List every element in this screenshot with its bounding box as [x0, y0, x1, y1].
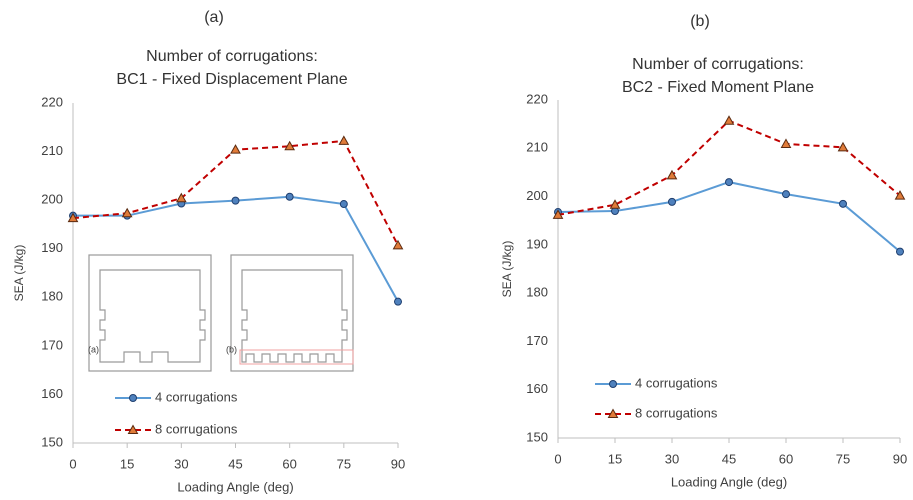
- x-tick-label: 15: [120, 456, 134, 471]
- data-point: [230, 144, 241, 154]
- data-point: [837, 141, 849, 152]
- data-point: [121, 207, 133, 218]
- data-point: [338, 135, 350, 145]
- x-tick-label: 90: [893, 451, 907, 466]
- legend-marker: [129, 394, 137, 402]
- y-tick-label: 210: [41, 143, 63, 158]
- legend-marker: [607, 408, 619, 418]
- series-line: [557, 181, 901, 253]
- inset-label: (a): [88, 344, 99, 354]
- x-tick-label: 60: [282, 456, 296, 471]
- series-line: [72, 139, 399, 246]
- y-tick-label: 220: [41, 94, 63, 109]
- data-point: [668, 197, 676, 206]
- y-tick-label: 200: [41, 192, 63, 207]
- y-tick-label: 210: [526, 140, 548, 155]
- y-tick-label: 150: [526, 429, 548, 444]
- chart-title: Number of corrugations:: [146, 48, 318, 65]
- legend-label: 4 corrugations: [155, 389, 238, 404]
- x-tick-label: 60: [779, 451, 793, 466]
- y-tick-label: 150: [41, 434, 63, 449]
- data-point: [285, 192, 294, 201]
- y-axis-label: SEA (J/kg): [12, 245, 26, 302]
- data-point: [723, 115, 735, 125]
- data-point: [67, 212, 79, 223]
- y-tick-label: 160: [526, 381, 548, 396]
- inset-section: [241, 269, 348, 363]
- x-tick-label: 90: [391, 456, 405, 471]
- data-point: [896, 247, 904, 256]
- inset-section: [99, 269, 206, 363]
- series-line: [73, 195, 399, 303]
- x-axis-label: Loading Angle (deg): [177, 479, 293, 494]
- legend-label: 4 corrugations: [635, 375, 718, 390]
- data-point: [839, 199, 847, 208]
- data-point: [175, 192, 187, 203]
- x-tick-label: 45: [228, 456, 242, 471]
- data-point: [894, 190, 906, 200]
- legend-marker: [609, 380, 617, 388]
- x-tick-label: 15: [608, 451, 622, 466]
- inset-highlight: [239, 349, 354, 365]
- data-point: [231, 196, 240, 205]
- chart-title: Number of corrugations:: [632, 56, 804, 73]
- y-tick-label: 200: [526, 188, 548, 203]
- x-tick-label: 30: [665, 451, 679, 466]
- chart-title: BC1 - Fixed Displacement Plane: [116, 71, 347, 88]
- data-point: [394, 297, 402, 306]
- x-tick-label: 75: [836, 451, 850, 466]
- legend-marker: [127, 424, 139, 434]
- data-point: [666, 169, 678, 180]
- inset-label: (b): [226, 344, 237, 354]
- x-tick-label: 0: [69, 456, 76, 471]
- y-tick-label: 180: [41, 289, 63, 304]
- inset-box: [230, 254, 354, 372]
- data-point: [339, 200, 348, 209]
- legend-label: 8 corrugations: [155, 421, 238, 436]
- chart-title: BC2 - Fixed Moment Plane: [622, 79, 814, 96]
- data-point: [780, 138, 792, 148]
- inset-diagram: (a) (b): [88, 254, 354, 372]
- y-tick-label: 170: [526, 333, 548, 348]
- data-point: [392, 239, 404, 250]
- x-tick-label: 45: [722, 451, 736, 466]
- y-tick-label: 160: [41, 386, 63, 401]
- y-tick-label: 220: [526, 91, 548, 106]
- data-point: [284, 140, 296, 151]
- legend-label: 8 corrugations: [635, 405, 718, 420]
- y-tick-label: 190: [41, 240, 63, 255]
- y-tick-label: 170: [41, 337, 63, 352]
- x-tick-label: 0: [554, 451, 561, 466]
- y-tick-label: 190: [526, 236, 548, 251]
- data-point: [782, 190, 790, 199]
- inset-box: [88, 254, 212, 372]
- x-axis-label: Loading Angle (deg): [671, 474, 787, 489]
- series-line: [557, 119, 901, 216]
- panel-label: (a): [204, 9, 224, 26]
- data-point: [725, 178, 733, 187]
- y-tick-label: 180: [526, 285, 548, 300]
- x-tick-label: 75: [337, 456, 351, 471]
- x-tick-label: 30: [174, 456, 188, 471]
- data-point: [609, 199, 621, 209]
- data-point: [552, 209, 564, 219]
- y-axis-label: SEA (J/kg): [500, 241, 514, 298]
- panel-label: (b): [690, 13, 710, 30]
